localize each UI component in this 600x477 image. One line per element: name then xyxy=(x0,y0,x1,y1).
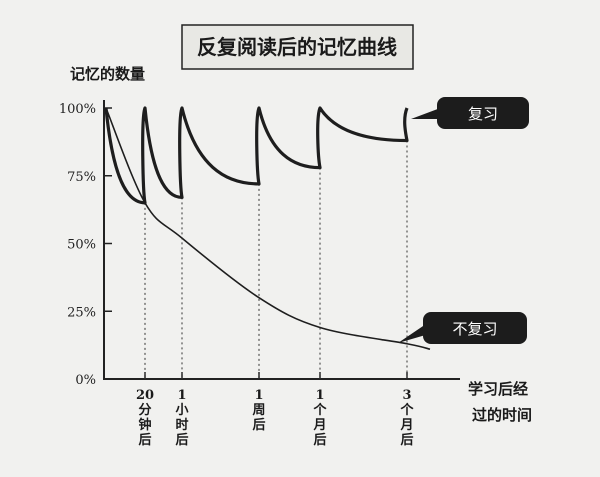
y-tick-label: 0% xyxy=(75,373,96,388)
x-tick-label-line: 小 xyxy=(175,403,188,418)
label-no-review-text: 不复习 xyxy=(452,320,497,338)
y-axis-label: 记忆的数量 xyxy=(70,65,145,83)
title-box xyxy=(181,24,414,70)
x-tick-label-line: 个 xyxy=(312,402,327,418)
label-review: 复习 xyxy=(411,97,529,129)
y-ticks: 0% 25% 50% 75% 100% xyxy=(59,102,112,388)
x-tick-label-line: 后 xyxy=(175,432,188,448)
x-axis-label-line-1: 学习后经 xyxy=(468,380,528,398)
label-review-pointer xyxy=(411,107,443,119)
x-tick-label-line: 周 xyxy=(252,403,265,418)
x-axis-label-line-2: 过的时间 xyxy=(472,406,532,424)
label-review-box xyxy=(437,97,529,129)
x-tick-label-line: 1 xyxy=(315,388,324,403)
series-layer xyxy=(104,106,431,350)
label-no-review-box xyxy=(423,312,527,344)
x-tick-label: 1 周后 xyxy=(252,388,265,433)
x-tick-label-line: 分 xyxy=(138,402,151,418)
x-tick-label-line: 月 xyxy=(312,418,326,433)
x-tick-label-line: 时 xyxy=(175,417,188,433)
x-tick-label-line: 钟 xyxy=(138,417,151,433)
y-tick-label: 75% xyxy=(67,170,96,185)
dotted-guides xyxy=(144,140,408,379)
x-tick-label: 3 个月后 xyxy=(399,388,414,448)
x-tick-label-line: 后 xyxy=(400,432,413,448)
series-review-line xyxy=(104,106,409,205)
x-tick-label-line: 个 xyxy=(399,402,414,418)
x-tick-label-line: 20 xyxy=(136,388,154,403)
label-no-review-pointer xyxy=(398,322,429,343)
x-tick-label: 1 个月后 xyxy=(312,388,327,448)
x-tick-label-line: 后 xyxy=(252,417,265,433)
series-no-review-line xyxy=(105,107,431,350)
label-no-review: 不复习 xyxy=(398,312,527,344)
x-tick-label-line: 月 xyxy=(399,418,413,433)
x-axis-label: 学习后经 过的时间 xyxy=(468,380,533,424)
label-review-text: 复习 xyxy=(468,105,498,123)
x-tick-label-line: 3 xyxy=(402,388,411,403)
y-tick-label: 100% xyxy=(59,102,96,117)
x-tick-label: 1 小时后 xyxy=(175,388,188,448)
x-tick-label-line: 后 xyxy=(313,432,326,448)
y-tick-label: 25% xyxy=(67,305,96,320)
y-tick-label: 50% xyxy=(67,238,96,253)
x-tick-label-line: 后 xyxy=(138,432,151,448)
x-tick-label-line: 1 xyxy=(254,388,263,403)
x-tick-label-line: 1 xyxy=(177,388,186,403)
chart-title: 反复阅读后的记忆曲线 xyxy=(197,35,397,59)
x-tick-label: 20 分钟后 xyxy=(136,388,154,448)
